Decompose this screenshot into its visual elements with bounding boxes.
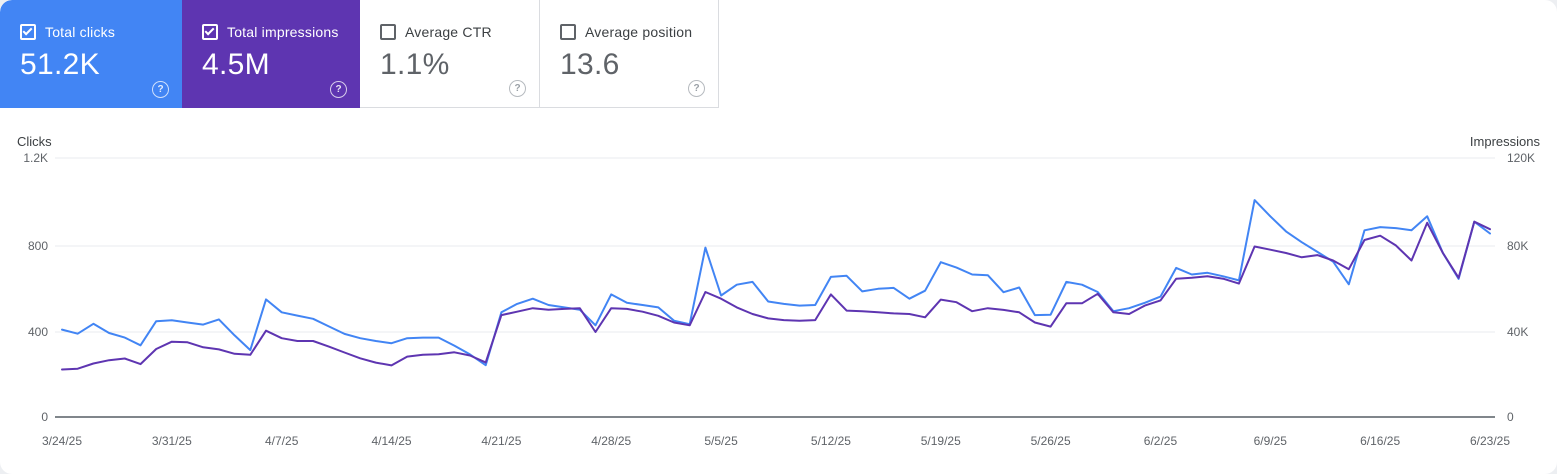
x-tick-label: 6/2/25 xyxy=(1143,434,1178,448)
total-clicks-line xyxy=(61,199,1491,367)
card-label: Average position xyxy=(585,24,693,40)
x-tick-label: 4/7/25 xyxy=(265,434,299,448)
average-ctr-value: 1.1% xyxy=(380,48,450,81)
card-total-impressions[interactable]: Total impressions 4.5M ? xyxy=(182,0,360,108)
x-tick-label: 6/9/25 xyxy=(1253,434,1287,448)
y-left-tick-label: 1.2K xyxy=(23,151,48,165)
chart-plot-area[interactable] xyxy=(55,150,1495,418)
y-left-tick-label: 400 xyxy=(27,325,48,339)
card-average-position[interactable]: Average position 13.6 ? xyxy=(540,0,719,108)
metric-cards-row: Total clicks 51.2K ? Total impressions 4… xyxy=(0,0,719,108)
card-header: Total clicks xyxy=(0,0,182,40)
x-tick-label: 5/26/25 xyxy=(1030,434,1071,448)
help-icon[interactable]: ? xyxy=(688,80,705,97)
x-tick-label: 6/16/25 xyxy=(1360,434,1401,448)
x-tick-label: 5/12/25 xyxy=(810,434,851,448)
average-position-value: 13.6 xyxy=(560,48,620,81)
y-right-tick-label: 120K xyxy=(1507,151,1536,165)
total-impressions-value: 4.5M xyxy=(202,48,270,81)
x-tick-label: 6/23/25 xyxy=(1469,434,1511,448)
x-tick-label: 3/31/25 xyxy=(151,434,192,448)
total-clicks-value: 51.2K xyxy=(20,48,100,81)
total-impressions-checkbox[interactable] xyxy=(202,24,218,40)
y-left-tick-label: 800 xyxy=(27,239,48,253)
card-header: Average position xyxy=(540,0,718,40)
help-icon[interactable]: ? xyxy=(152,81,169,98)
card-label: Average CTR xyxy=(405,24,492,40)
x-tick-label: 5/5/25 xyxy=(704,434,738,448)
card-header: Average CTR xyxy=(360,0,539,40)
right-axis-title: Impressions xyxy=(1469,134,1540,149)
x-tick-label: 5/19/25 xyxy=(920,434,961,448)
average-ctr-checkbox[interactable] xyxy=(380,24,396,40)
y-right-tick-label: 40K xyxy=(1507,325,1529,339)
card-label: Total clicks xyxy=(45,24,116,40)
help-icon[interactable]: ? xyxy=(330,81,347,98)
help-icon[interactable]: ? xyxy=(509,80,526,97)
card-average-ctr[interactable]: Average CTR 1.1% ? xyxy=(360,0,540,108)
y-left-tick-label: 0 xyxy=(41,410,48,424)
x-tick-label: 4/21/25 xyxy=(481,434,522,448)
card-label: Total impressions xyxy=(227,24,339,40)
y-right-tick-label: 80K xyxy=(1507,239,1529,253)
card-header: Total impressions xyxy=(182,0,360,40)
card-total-clicks[interactable]: Total clicks 51.2K ? xyxy=(0,0,182,108)
x-tick-label: 4/28/25 xyxy=(591,434,632,448)
x-tick-label: 4/14/25 xyxy=(371,434,412,448)
average-position-checkbox[interactable] xyxy=(560,24,576,40)
x-tick-label: 3/24/25 xyxy=(41,434,83,448)
left-axis-title: Clicks xyxy=(17,134,52,149)
total-impressions-line xyxy=(61,220,1491,371)
y-right-tick-label: 0 xyxy=(1507,410,1514,424)
total-clicks-checkbox[interactable] xyxy=(20,24,36,40)
